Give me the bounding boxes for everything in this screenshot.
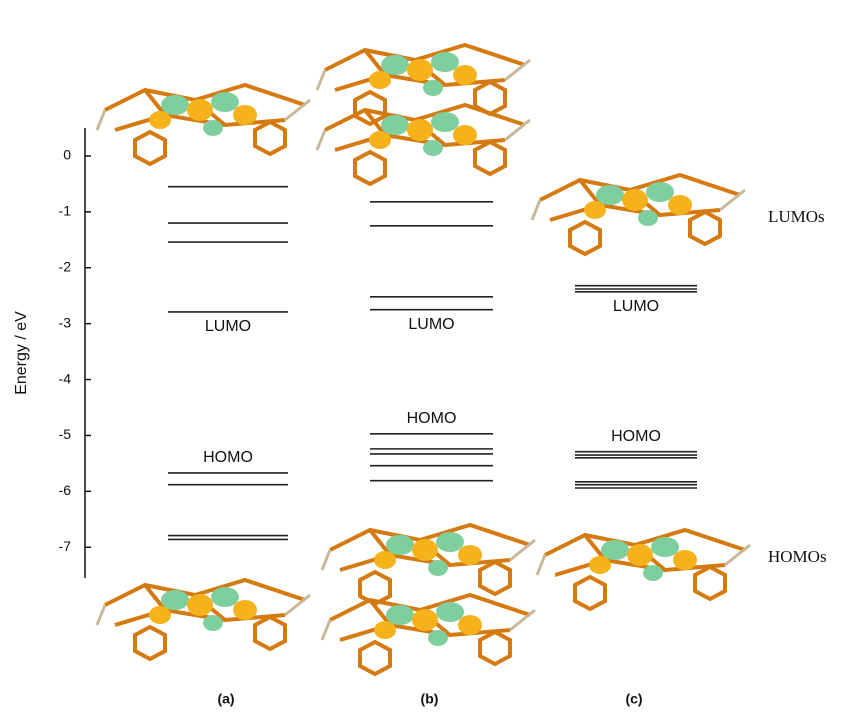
y-tick-label: -2 [59, 258, 72, 274]
y-tick-label: -5 [59, 426, 72, 442]
molecule-image [537, 530, 750, 609]
molecule-image [322, 595, 535, 674]
panel-label: (a) [217, 691, 234, 707]
molecule-image [97, 580, 310, 659]
molecule-image [317, 105, 530, 184]
molecule-image [97, 85, 310, 164]
panel-label: (b) [421, 691, 439, 707]
y-axis-label: Energy / eV [13, 311, 30, 395]
y-tick-label: -1 [59, 203, 72, 219]
lumo-label: LUMO [205, 318, 251, 335]
side-label: HOMOs [768, 547, 827, 566]
panel-label: (c) [625, 691, 642, 707]
y-tick-label: -7 [59, 538, 72, 554]
chart: Energy / eV LUMOs HOMOs 0 -1 -2 -3 -4 -5 -6 -7 L… [0, 0, 842, 717]
homo-label: HOMO [407, 410, 457, 427]
y-tick-label: -3 [59, 314, 72, 330]
lumo-label: LUMO [613, 298, 659, 315]
molecule-image [317, 45, 530, 124]
y-tick-label: 0 [63, 147, 71, 163]
homo-label: HOMO [611, 428, 661, 445]
molecule-image [322, 525, 535, 604]
lumo-label: LUMO [408, 316, 454, 333]
y-tick-label: -6 [59, 482, 72, 498]
side-label: LUMOs [768, 207, 825, 226]
molecule-image [532, 175, 745, 254]
homo-label: HOMO [203, 449, 253, 466]
y-tick-label: -4 [59, 370, 72, 386]
